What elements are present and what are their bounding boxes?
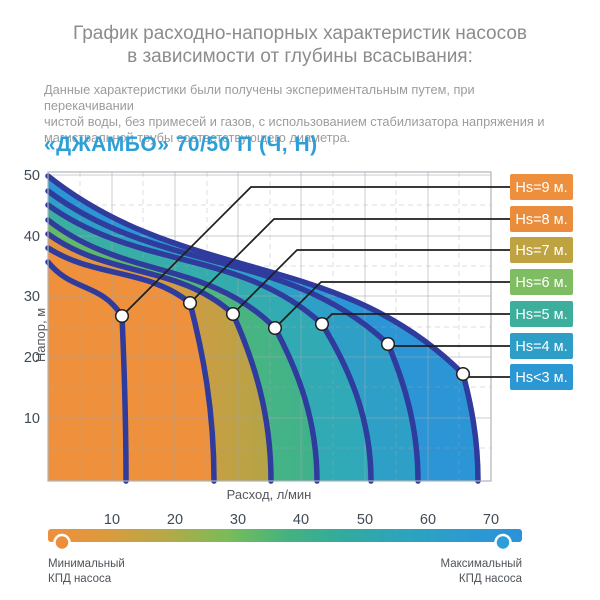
legend-chip-hs4: Hs=4 м. (510, 333, 573, 359)
leader-hs9 (121, 186, 510, 317)
legend-chip-label: Hs=4 м. (515, 339, 567, 355)
legend-chip-label: Hs=8 м. (515, 212, 567, 228)
leader-hs6 (274, 281, 510, 329)
y-axis: 50 40 30 20 10 Напор, м (24, 168, 48, 427)
page-title: График расходно-напорных характеристик н… (0, 22, 600, 68)
description-line: магистральной трубы соответствующего диа… (44, 130, 351, 145)
area-hs9 (48, 262, 126, 481)
product-title: «ДЖАМБО» 70/50 П (Ч, Н) (44, 133, 318, 156)
legend-chip-hs3: Hs<3 м. (510, 364, 573, 390)
legend-chip-hs6: Hs=6 м. (510, 269, 573, 295)
x-axis: Расход, л/мин 10 20 30 40 50 60 70 (104, 487, 499, 528)
max-efficiency-label-line2: КПД насоса (459, 573, 523, 585)
min-efficiency-label: Минимальный (48, 558, 125, 570)
marker-hs8 (182, 295, 198, 311)
legend-chip-hs9: Hs=9 м. (510, 174, 573, 200)
curve-hs4 (45, 188, 421, 484)
y-tick-label: 40 (24, 229, 40, 245)
efficiency-gradient-bar (48, 529, 522, 542)
legend-chip-hs5: Hs=5 м. (510, 301, 573, 327)
legend-chip-bg (510, 269, 573, 295)
description-text: Данные характеристики были получены эксп… (44, 82, 564, 146)
page-title-line1: График расходно-напорных характеристик н… (72, 23, 527, 44)
x-tick-label: 30 (230, 512, 246, 528)
y-tick-label: 20 (24, 350, 40, 366)
y-tick-label: 30 (24, 289, 40, 305)
max-efficiency-label: Максимальный (441, 558, 522, 570)
grid-major (48, 172, 491, 481)
page-title-line2: в зависимости от глубины всасывания: (127, 46, 473, 67)
legend-chip-bg (510, 237, 573, 263)
leader-hs3 (462, 373, 510, 378)
legend: Hs=9 м. Hs=8 м. Hs=7 м. Hs=6 м. Hs=5 м. … (510, 174, 573, 390)
marker-hs5 (314, 316, 330, 332)
legend-chip-hs8: Hs=8 м. (510, 206, 573, 232)
y-tick-label: 50 (24, 168, 40, 184)
legend-chip-label: Hs=9 м. (515, 180, 567, 196)
legend-chip-label: Hs=6 м. (515, 275, 567, 291)
x-tick-label: 70 (483, 512, 499, 528)
description-line: чистой воды, без примесей и газов, с исп… (44, 114, 545, 129)
y-axis-title: Напор, м (33, 308, 48, 362)
x-tick-label: 20 (167, 512, 183, 528)
legend-chip-bg (510, 174, 573, 200)
description-line: Данные характеристики были получены эксп… (44, 82, 475, 113)
marker-hs6 (267, 320, 283, 336)
max-efficiency-thumb-icon (494, 533, 512, 552)
legend-chip-label: Hs=5 м. (515, 307, 567, 323)
legend-chip-bg (510, 333, 573, 359)
leader-hs7 (232, 249, 510, 315)
y-tick-label: 10 (24, 411, 40, 427)
x-tick-label: 40 (293, 512, 309, 528)
min-efficiency-thumb-icon (53, 533, 71, 552)
marker-hs9 (114, 308, 130, 324)
x-tick-label: 10 (104, 512, 120, 528)
legend-chip-label: Hs<3 м. (515, 370, 567, 386)
x-tick-label: 60 (420, 512, 436, 528)
marker-hs3 (455, 366, 471, 382)
knee-markers (114, 295, 471, 382)
marker-hs7 (225, 306, 241, 322)
legend-chip-bg (510, 206, 573, 232)
legend-chip-label: Hs=7 м. (515, 243, 567, 259)
legend-chip-bg (510, 301, 573, 327)
curve-hs3 (45, 173, 481, 484)
marker-hs4 (380, 336, 396, 352)
legend-chip-hs7: Hs=7 м. (510, 237, 573, 263)
curve-hs5 (45, 202, 374, 484)
curve-hs6 (45, 217, 320, 484)
efficiency-bar: Минимальный КПД насоса Максимальный КПД … (48, 529, 523, 585)
legend-chip-bg (510, 364, 573, 390)
leader-hs8 (189, 218, 510, 304)
x-axis-title: Расход, л/мин (227, 487, 312, 502)
x-tick-label: 50 (357, 512, 373, 528)
min-efficiency-label-line2: КПД насоса (48, 573, 112, 585)
plot-border (47, 171, 492, 482)
